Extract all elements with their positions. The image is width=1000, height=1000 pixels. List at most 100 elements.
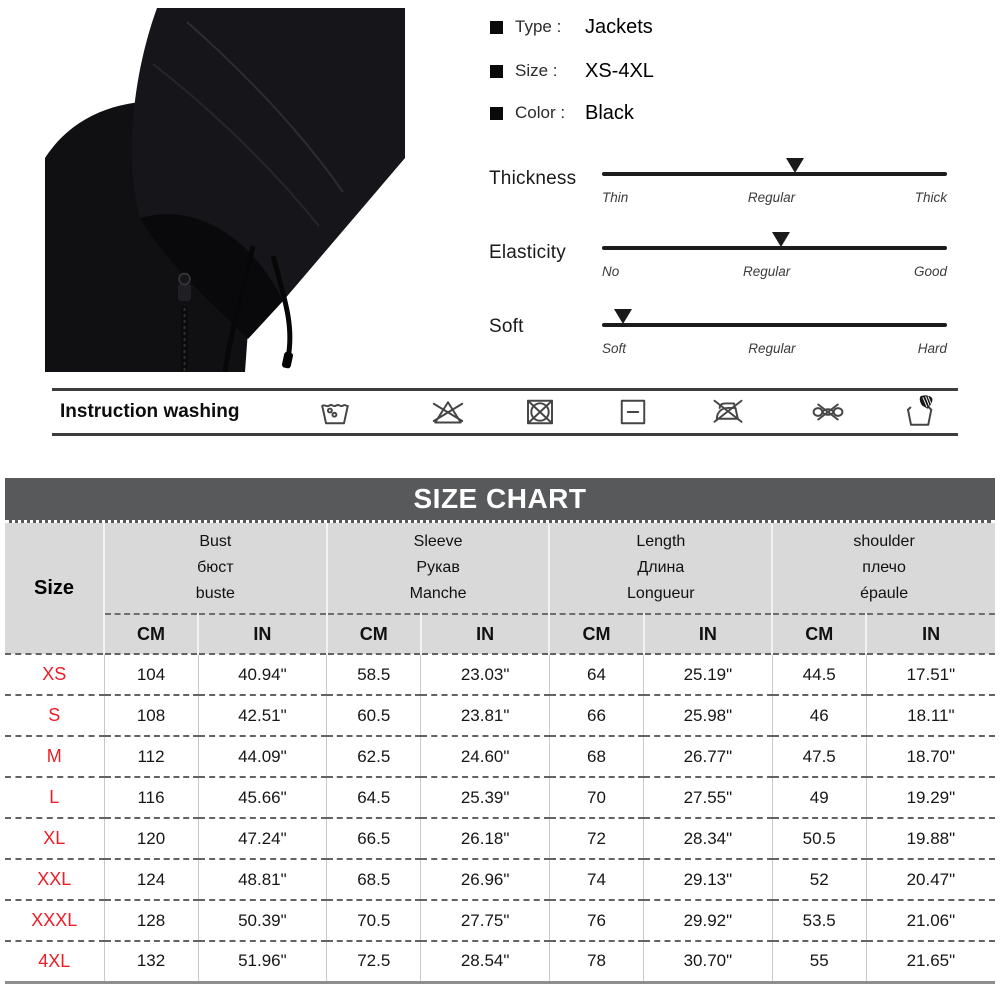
slider-name-label: Soft [489,316,524,337]
measure-cell: 62.5 [326,735,421,777]
square-bullet-icon [490,20,503,34]
size-label: XL [5,817,104,859]
size-column-header: Size [33,576,75,599]
slider-name-label: Thickness [489,168,577,189]
unit-in-header: IN [419,613,550,654]
measure-cell: 49 [771,776,867,818]
measure-cell: 18.70" [865,735,995,777]
measure-cell: 52 [771,858,867,900]
size-chart-title: SIZE CHART [5,478,995,523]
measure-cell: 66.5 [326,817,421,859]
group-label-ru: бюст [197,559,234,576]
measure-cell: 44.5 [771,653,867,695]
scale-label-right: Hard [917,341,947,356]
measure-cell: 23.03" [420,653,550,695]
measure-cell: 21.65" [865,940,995,984]
measure-cell: 40.94" [197,653,327,695]
column-group-length: Length Длина Longueur [548,523,773,614]
scale-label-mid: Regular [742,264,791,279]
table-row: XL 120 47.24" 66.5 26.18" 72 28.34" 50.5 19.88" [5,817,995,859]
measure-cell: 68.5 [326,858,421,900]
measure-cell: 74 [548,858,644,900]
measure-cell: 50.5 [771,817,867,859]
group-label-en: Bust [199,533,232,550]
slider-scale-labels: Soft Regular Hard [602,341,947,356]
measure-cell: 26.77" [643,735,773,777]
dry-flat-icon [615,394,651,430]
size-label: M [5,735,104,777]
unit-header-row: CM IN CM IN CM IN CM IN [5,613,995,654]
washing-instruction-label: Instruction washing [60,401,240,422]
measure-cell: 42.51" [197,694,327,736]
unit-in-header: IN [642,613,773,654]
measure-cell: 29.92" [643,899,773,941]
measure-cell: 28.34" [643,817,773,859]
wash-tub-icon [317,394,353,430]
attribute-value: XS-4XL [585,59,654,82]
attribute-row-size: Size : XS-4XL [490,56,654,86]
size-chart-section: SIZE CHART Size Bust бюст buste [5,478,995,984]
scale-label-mid: Regular [748,341,796,356]
measure-cell: 19.29" [865,776,995,818]
measure-cell: 78 [548,940,644,984]
measure-cell: 124 [103,858,199,900]
size-table-body: XS 104 40.94" 58.5 23.03" 64 25.19" 44.5 17.51" S… [5,653,995,984]
size-label: S [5,694,104,736]
measure-cell: 68 [548,735,644,777]
measure-cell: 104 [103,653,199,695]
measure-cell: 17.51" [865,653,995,695]
measure-cell: 58.5 [326,653,421,695]
group-label-en: Length [636,533,686,550]
size-label: 4XL [5,940,104,984]
do-not-iron-icon [710,394,746,430]
attribute-label: Size : [515,61,558,80]
table-row: M 112 44.09" 62.5 24.60" 68 26.77" 47.5 18.70" [5,735,995,777]
unit-in-header: IN [197,613,327,654]
measure-cell: 48.81" [197,858,327,900]
measure-cell: 25.39" [420,776,550,818]
measure-cell: 66 [548,694,644,736]
size-label: XXXL [5,899,104,941]
measure-cell: 112 [103,735,199,777]
group-label-fr: Manche [409,585,467,602]
measure-cell: 18.11" [865,694,995,736]
group-label-ru: плечо [862,559,906,576]
scale-label-left: Thin [602,190,629,205]
group-label-en: shoulder [853,533,915,550]
group-label-fr: épaule [860,585,909,602]
attribute-label: Color : [515,103,566,122]
unit-cm-header: CM [548,613,644,654]
table-row: XXXL 128 50.39" 70.5 27.75" 76 29.92" 53.5 21.06… [5,899,995,941]
measure-cell: 47.24" [197,817,327,859]
measure-cell: 108 [103,694,199,736]
measure-cell: 47.5 [771,735,867,777]
group-label-ru: Длина [637,559,685,576]
measure-cell: 53.5 [771,899,867,941]
column-group-bust: Bust бюст buste [103,523,327,614]
measure-cell: 70.5 [326,899,421,941]
size-chart-table: Size Bust бюст buste Sleeve Рукав Manche… [5,523,995,984]
table-row: 4XL 132 51.96" 72.5 28.54" 78 30.70" 55 21.65" [5,940,995,984]
attribute-row-color: Color : Black [490,98,634,128]
measure-cell: 21.06" [865,899,995,941]
measure-cell: 132 [103,940,199,984]
measure-cell: 46 [771,694,867,736]
group-label-ru: Рукав [416,559,460,576]
measure-cell: 55 [771,940,867,984]
measure-cell: 27.55" [643,776,773,818]
measure-cell: 25.98" [643,694,773,736]
do-not-tumble-dry-icon [522,394,558,430]
slider-marker-icon [786,158,805,173]
measure-cell: 20.47" [865,858,995,900]
slider-scale-labels: No Regular Good [602,264,947,279]
measure-cell: 72.5 [326,940,421,984]
measure-cell: 64 [548,653,644,695]
product-image-hoodie [45,8,405,373]
measure-cell: 60.5 [326,694,421,736]
measure-cell: 26.18" [420,817,550,859]
group-label-fr: buste [195,585,235,602]
column-group-shoulder: shoulder плечо épaule [771,523,995,614]
measure-cell: 25.19" [643,653,773,695]
group-label-fr: Longueur [627,585,695,602]
